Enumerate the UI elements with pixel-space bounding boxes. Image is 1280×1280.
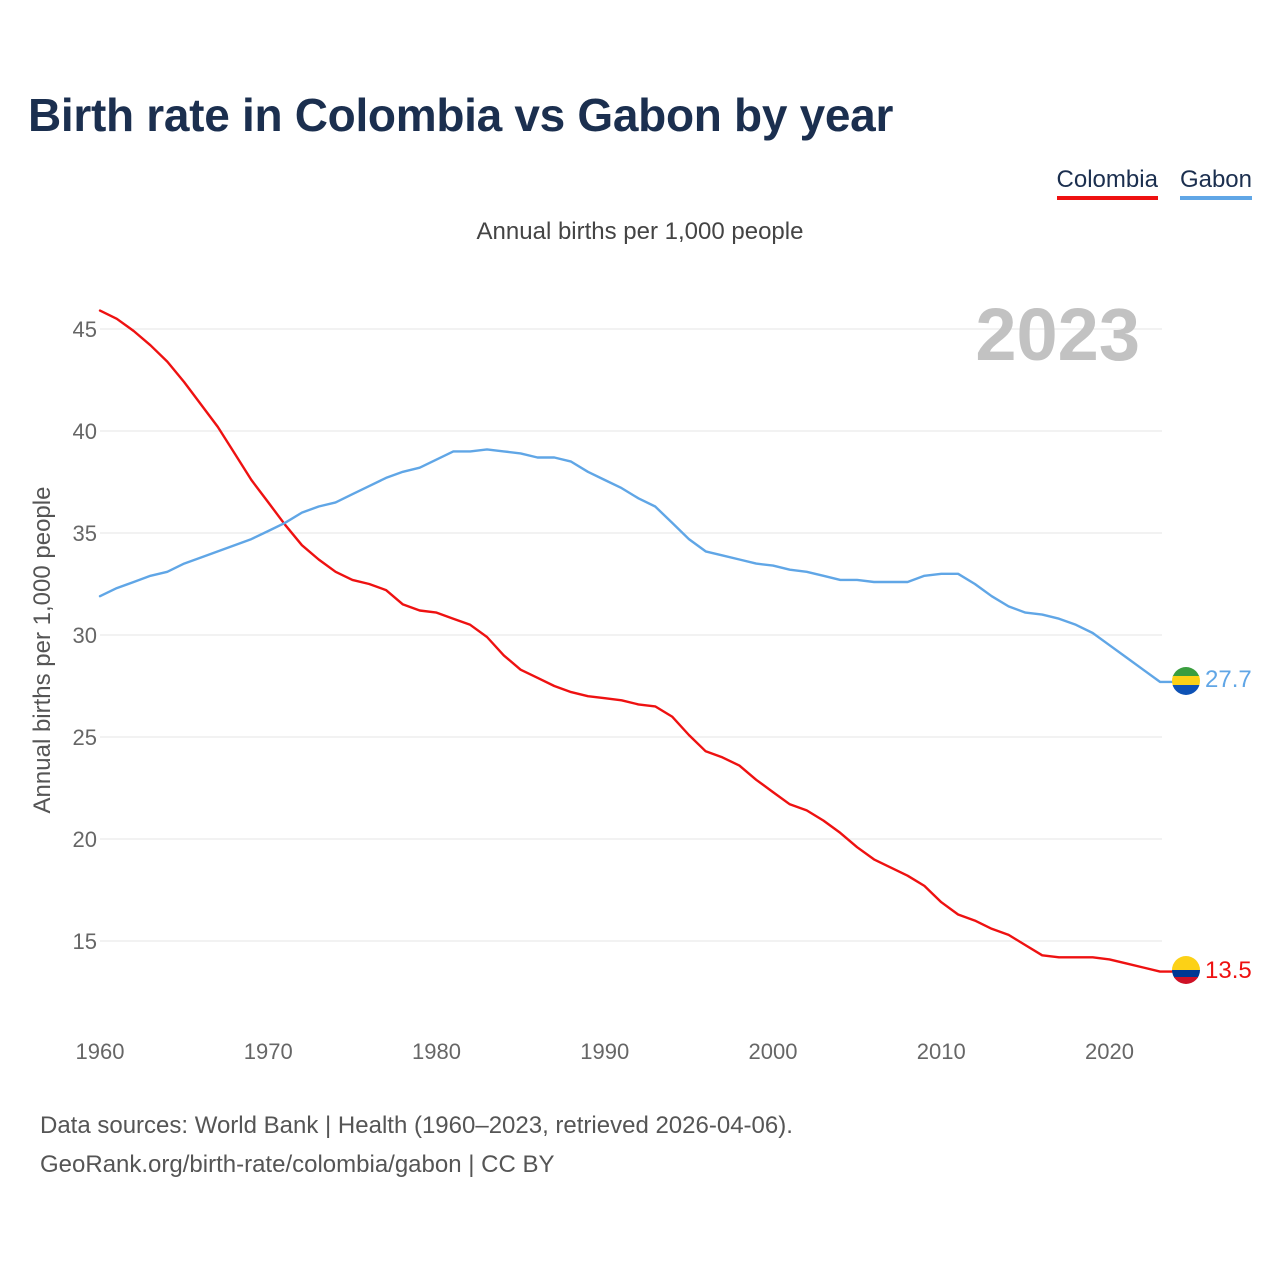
footer: Data sources: World Bank | Health (1960–…: [40, 1106, 793, 1184]
y-tick-label: 25: [73, 725, 97, 750]
y-tick-label: 45: [73, 317, 97, 342]
series-line-colombia: [98, 309, 1174, 973]
gabon-end-label: 27.7: [1205, 666, 1252, 693]
y-axis-ticks: 15 20 25 30 35 40 45: [73, 317, 97, 954]
x-axis-ticks: 1960 1970 1980 1990 2000 2010 2020: [76, 1039, 1134, 1064]
chart-title: Birth rate in Colombia vs Gabon by year: [28, 89, 894, 141]
colombia-end-label: 13.5: [1205, 957, 1252, 984]
x-tick-label: 1990: [580, 1039, 629, 1064]
y-tick-label: 35: [73, 521, 97, 546]
colombia-flag-icon: [1172, 956, 1200, 984]
legend: Colombia Gabon: [1056, 166, 1252, 200]
series-line-gabon: [98, 448, 1174, 684]
x-tick-label: 1980: [412, 1039, 461, 1064]
y-tick-label: 30: [73, 623, 97, 648]
legend-item-colombia[interactable]: Colombia: [1056, 166, 1158, 200]
y-tick-label: 40: [73, 419, 97, 444]
series-lines: [98, 309, 1174, 973]
y-axis-label: Annual births per 1,000 people: [29, 487, 56, 814]
x-tick-label: 2010: [917, 1039, 966, 1064]
chart-subtitle: Annual births per 1,000 people: [476, 218, 804, 245]
y-tick-label: 15: [73, 929, 97, 954]
footer-sources: Data sources: World Bank | Health (1960–…: [40, 1112, 793, 1139]
legend-item-gabon[interactable]: Gabon: [1179, 166, 1252, 200]
footer-credit: GeoRank.org/birth-rate/colombia/gabon | …: [40, 1151, 555, 1178]
x-tick-label: 1970: [244, 1039, 293, 1064]
gabon-flag-icon: [1172, 667, 1200, 695]
y-tick-label: 20: [73, 827, 97, 852]
x-tick-label: 2020: [1085, 1039, 1134, 1064]
year-watermark: 2023: [975, 293, 1140, 376]
x-tick-label: 1960: [76, 1039, 125, 1064]
x-tick-label: 2000: [749, 1039, 798, 1064]
gridlines: [100, 328, 1162, 942]
